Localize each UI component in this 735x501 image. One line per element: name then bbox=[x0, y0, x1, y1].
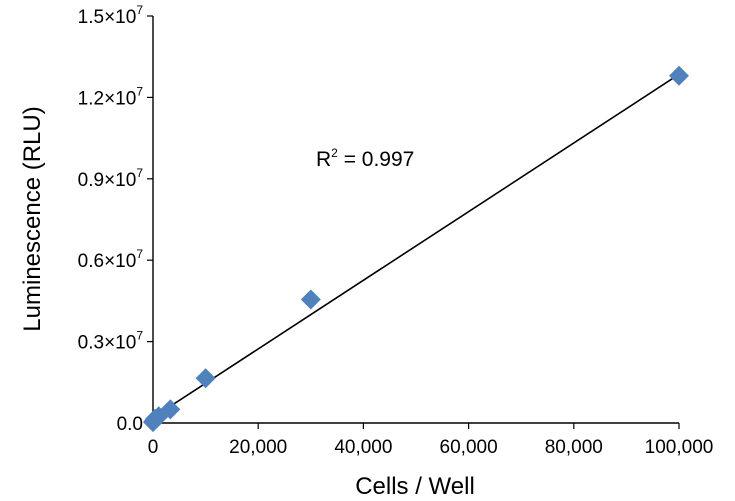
y-tick-label: 0.0 bbox=[117, 414, 143, 435]
linear-trendline bbox=[152, 73, 680, 419]
data-point-diamond bbox=[160, 399, 181, 420]
x-tick-label: 60,000 bbox=[440, 437, 498, 458]
r-squared-value: = 0.997 bbox=[338, 148, 414, 171]
x-tick-label: 80,000 bbox=[545, 437, 603, 458]
axes-layer: 0.0 0.3×107 0.6×107 0.9×107 1.2×107 1.5×107 0 2… bbox=[78, 3, 714, 458]
r-squared-superscript: 2 bbox=[331, 146, 338, 160]
y-tick-label: 0.6×107 bbox=[78, 247, 144, 272]
y-tick-label: 1.5×107 bbox=[78, 3, 144, 28]
x-tick-label: 20,000 bbox=[229, 437, 287, 458]
data-point-diamond bbox=[300, 289, 321, 310]
y-tick-label: 0.9×107 bbox=[78, 166, 144, 191]
y-tick-label: 1.2×107 bbox=[78, 84, 144, 109]
r-squared-label: R bbox=[316, 148, 331, 171]
x-tick-label: 40,000 bbox=[334, 437, 392, 458]
x-axis-title: Cells / Well bbox=[355, 473, 475, 500]
y-tick-label: 0.3×107 bbox=[78, 329, 144, 354]
x-tick-label: 0 bbox=[148, 437, 159, 458]
trendline-layer bbox=[152, 73, 680, 419]
r-squared-annotation: R2 = 0.997 bbox=[316, 146, 414, 171]
data-point-diamond bbox=[669, 65, 689, 86]
data-point-diamond bbox=[195, 368, 216, 389]
x-tick-label: 100,000 bbox=[645, 437, 714, 458]
data-points-layer bbox=[143, 65, 689, 433]
y-axis-title: Luminescence (RLU) bbox=[19, 106, 46, 331]
